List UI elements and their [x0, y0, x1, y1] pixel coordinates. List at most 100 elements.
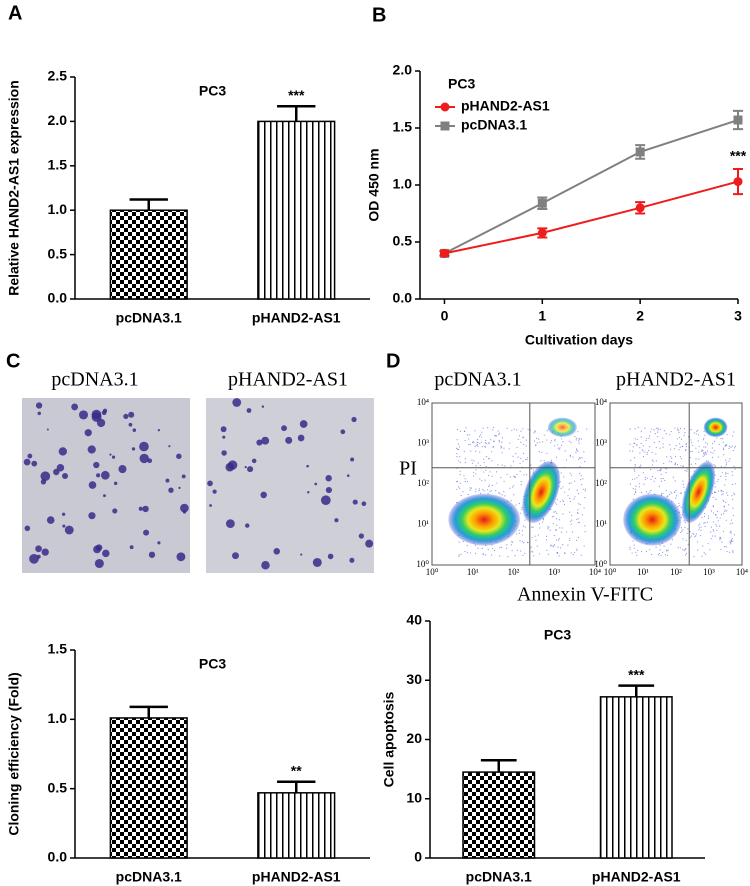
- flow-event: [696, 429, 699, 432]
- flow-event: [500, 447, 502, 449]
- flow-event: [558, 448, 561, 450]
- colony: [118, 465, 127, 474]
- flow-event: [522, 428, 524, 430]
- bar: [599, 696, 673, 859]
- flow-event: [523, 443, 525, 446]
- flow-event: [491, 554, 493, 556]
- flow-event: [661, 551, 664, 553]
- flow-event: [702, 439, 705, 441]
- flow-event: [724, 546, 726, 548]
- flow-event: [534, 431, 536, 433]
- flow-event: [644, 478, 647, 481]
- flow-event: [695, 447, 697, 449]
- flow-event: [525, 458, 527, 461]
- flow-event: [709, 549, 711, 551]
- colony: [352, 499, 358, 505]
- flow-event: [569, 540, 571, 542]
- x-tick-label: pHAND2-AS1: [252, 869, 341, 885]
- flow-event: [574, 435, 576, 438]
- flow-event: [459, 461, 461, 464]
- point: [635, 203, 645, 213]
- flow-event: [511, 429, 513, 431]
- flow-event: [499, 493, 501, 495]
- flow-event: [584, 497, 586, 499]
- flow-event: [725, 501, 727, 504]
- flow-event: [572, 456, 574, 458]
- flow-event: [503, 447, 505, 449]
- flow-event: [560, 487, 562, 489]
- flow-event: [456, 453, 458, 455]
- flow-x-tick: 10⁰: [604, 567, 617, 577]
- flow-label: pcDNA3.1: [434, 369, 521, 391]
- flow-event: [538, 438, 540, 440]
- colony: [340, 429, 346, 435]
- flow-event: [510, 544, 512, 546]
- flow-event: [703, 552, 705, 554]
- colony: [78, 410, 89, 420]
- y-tick-label: 1.0: [48, 201, 68, 217]
- flow-event: [468, 444, 470, 446]
- flow-event: [658, 440, 660, 443]
- flow-event: [521, 530, 523, 532]
- flow-event: [659, 544, 661, 546]
- flow-event: [520, 430, 522, 432]
- flow-event: [683, 486, 685, 488]
- flow-event: [639, 452, 641, 454]
- flow-event: [701, 450, 703, 453]
- flow-event: [481, 431, 483, 433]
- flow-event: [715, 498, 717, 500]
- flow-event: [648, 549, 651, 551]
- flow-x-tick: 10³: [703, 567, 715, 577]
- flow-event: [684, 549, 686, 551]
- flow-event: [525, 474, 528, 476]
- flow-event: [576, 549, 578, 552]
- flow-event: [479, 464, 481, 467]
- flow-event: [577, 450, 579, 452]
- flow-event: [664, 479, 666, 482]
- flow-event: [569, 537, 571, 539]
- flow-event: [673, 448, 676, 450]
- colony: [93, 461, 100, 469]
- colony: [350, 457, 355, 462]
- flow-event: [668, 460, 670, 462]
- colony-image: [206, 398, 374, 573]
- flow-event: [509, 487, 511, 489]
- flow-event: [706, 450, 709, 452]
- flow-event: [511, 540, 513, 543]
- flow-event: [558, 555, 560, 557]
- flow-event: [513, 475, 515, 477]
- flow-event: [509, 476, 512, 478]
- flow-event: [685, 547, 687, 550]
- flow-event: [464, 439, 466, 442]
- flow-event: [506, 427, 508, 429]
- flow-event: [553, 545, 555, 547]
- flow-event: [679, 446, 681, 448]
- error-bar: [277, 105, 316, 122]
- flow-event: [481, 480, 483, 482]
- flow-event: [720, 514, 723, 516]
- flow-event: [730, 540, 732, 543]
- flow-event: [707, 515, 710, 517]
- flow-event: [634, 478, 636, 480]
- flow-event: [503, 490, 505, 493]
- flow-event: [537, 534, 540, 536]
- flow-event: [512, 486, 514, 488]
- flow-event: [512, 455, 514, 457]
- flow-event: [703, 446, 705, 448]
- flow-event: [677, 506, 679, 508]
- flow-event: [488, 442, 491, 444]
- flow-event: [724, 484, 726, 486]
- colony: [327, 553, 334, 560]
- flow-event: [657, 554, 660, 556]
- flow-event: [704, 434, 706, 437]
- flow-event: [578, 440, 580, 442]
- flow-event: [511, 541, 513, 544]
- flow-event: [682, 480, 684, 482]
- flow-event: [642, 472, 644, 474]
- point: [537, 198, 547, 208]
- flow-event: [478, 488, 481, 490]
- flow-event: [649, 435, 651, 437]
- flow-event: [571, 531, 573, 533]
- flow-event: [665, 489, 667, 492]
- flow-event: [715, 514, 717, 516]
